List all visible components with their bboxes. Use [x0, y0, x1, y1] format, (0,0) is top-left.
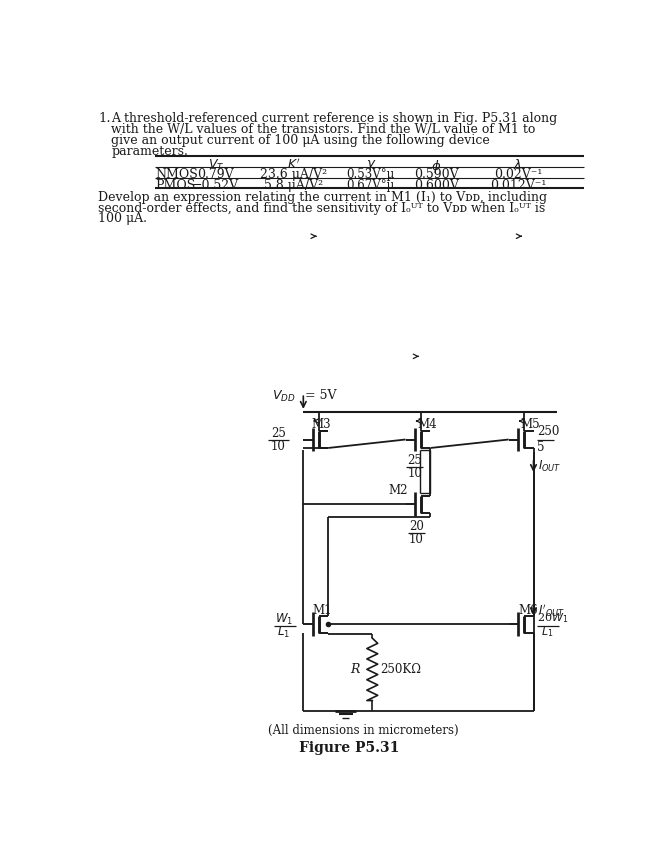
Text: second-order effects, and find the sensitivity of Iₒᵁᵀ to Vᴅᴅ when Iₒᵁᵀ is: second-order effects, and find the sensi… [98, 202, 545, 215]
Text: $I_{OUT}$: $I_{OUT}$ [538, 459, 562, 474]
Text: 0.012V⁻¹: 0.012V⁻¹ [490, 179, 546, 193]
Text: 5: 5 [538, 440, 545, 454]
Text: 250: 250 [538, 425, 560, 438]
Text: M2: M2 [388, 484, 408, 498]
Text: 0.79V: 0.79V [198, 169, 234, 181]
Text: R: R [351, 663, 360, 676]
Text: A threshold-referenced current reference is shown in Fig. P5.31 along: A threshold-referenced current reference… [111, 112, 557, 125]
Text: 100 μA.: 100 μA. [98, 212, 147, 225]
Text: = 5V: = 5V [305, 389, 337, 401]
Text: with the W/L values of the transistors. Find the W/L value of M1 to: with the W/L values of the transistors. … [111, 123, 536, 136]
Text: 1.: 1. [98, 112, 111, 125]
Text: 20: 20 [409, 521, 423, 533]
Text: M1: M1 [312, 603, 332, 617]
Text: 25: 25 [271, 427, 286, 440]
Text: 0.53V°µ: 0.53V°µ [347, 169, 395, 181]
Text: parameters.: parameters. [111, 145, 188, 158]
Text: PMOS: PMOS [155, 179, 196, 193]
Text: 10: 10 [407, 467, 422, 481]
Text: $L_1$: $L_1$ [541, 625, 554, 639]
Text: $K'$: $K'$ [286, 158, 300, 172]
Text: $I'_{OUT}$: $I'_{OUT}$ [538, 602, 565, 619]
Text: NMOS: NMOS [155, 169, 198, 181]
Text: −0.52V: −0.52V [192, 179, 239, 193]
Text: 0.590V: 0.590V [415, 169, 459, 181]
Text: 20$W_1$: 20$W_1$ [538, 611, 569, 625]
Text: 0.02V⁻¹: 0.02V⁻¹ [494, 169, 542, 181]
Text: $L_1$: $L_1$ [278, 625, 290, 640]
Text: 0.600V: 0.600V [414, 179, 459, 193]
Text: Develop an expression relating the current in M1 (I₁) to Vᴅᴅ, including: Develop an expression relating the curre… [98, 191, 547, 204]
Text: $\gamma$: $\gamma$ [366, 158, 376, 172]
Text: M3: M3 [311, 418, 331, 431]
Text: M4: M4 [417, 418, 437, 431]
Text: (All dimensions in micrometers): (All dimensions in micrometers) [267, 724, 458, 737]
Text: 10: 10 [409, 533, 423, 546]
Text: $\phi$: $\phi$ [431, 158, 442, 175]
Text: 0.67V°µ: 0.67V°µ [347, 179, 395, 193]
Text: 10: 10 [271, 440, 286, 452]
Text: 23.6 μA/V²: 23.6 μA/V² [259, 169, 327, 181]
Text: M5: M5 [520, 418, 540, 431]
Text: M6: M6 [518, 603, 538, 617]
Text: 250KΩ: 250KΩ [380, 663, 421, 676]
Text: $V_{DD}$: $V_{DD}$ [271, 389, 295, 404]
Text: give an output current of 100 μA using the following device: give an output current of 100 μA using t… [111, 134, 490, 147]
Text: 5.8 μA/V²: 5.8 μA/V² [263, 179, 323, 193]
Text: $\lambda$: $\lambda$ [513, 158, 523, 172]
Text: $W_1$: $W_1$ [275, 612, 293, 627]
Text: Figure P5.31: Figure P5.31 [300, 741, 400, 756]
Text: $V_T$: $V_T$ [208, 158, 224, 173]
Text: 25: 25 [407, 454, 422, 467]
